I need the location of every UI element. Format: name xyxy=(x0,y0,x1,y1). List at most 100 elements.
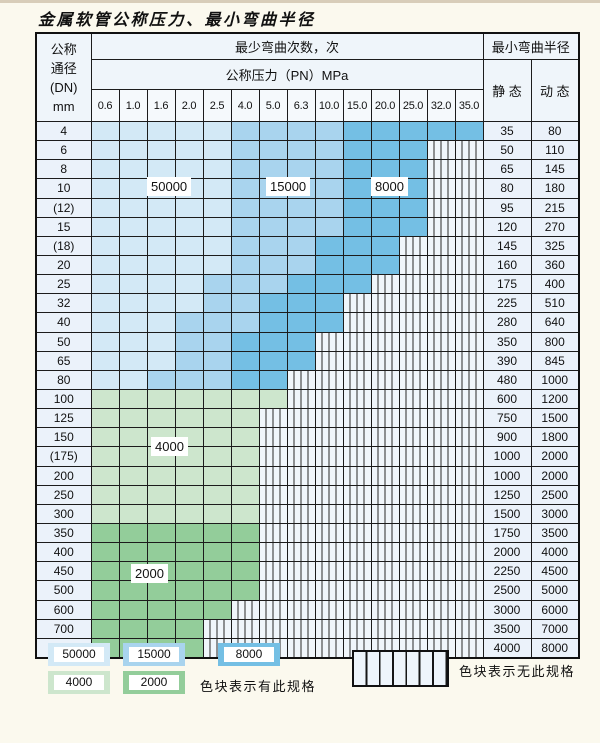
legend-swatch-label: 4000 xyxy=(54,675,104,690)
spec-cell xyxy=(286,235,316,256)
no-spec-cell xyxy=(314,580,344,601)
spec-cell xyxy=(370,216,400,237)
spec-cell xyxy=(230,369,260,390)
no-spec-cell xyxy=(454,178,484,199)
spec-cell xyxy=(146,350,176,371)
spec-cell xyxy=(90,408,120,429)
no-spec-cell xyxy=(314,599,344,620)
spec-cell xyxy=(230,427,260,448)
static-value-cell: 2250 xyxy=(482,561,532,582)
spec-cell xyxy=(90,254,120,276)
no-spec-cell xyxy=(426,542,456,563)
no-spec-cell xyxy=(398,542,428,563)
no-spec-cell xyxy=(398,446,428,467)
spec-cell xyxy=(314,254,344,276)
no-spec-cell xyxy=(426,618,456,639)
no-spec-cell xyxy=(342,561,372,582)
spec-cell xyxy=(90,331,120,352)
spec-cell xyxy=(202,293,232,314)
spec-cell xyxy=(90,580,120,601)
spec-cell xyxy=(118,197,148,218)
dynamic-value-cell: 2000 xyxy=(530,446,580,467)
no-spec-cell xyxy=(426,503,456,524)
no-spec-cell xyxy=(370,503,400,524)
no-spec-cell xyxy=(454,331,484,352)
zone-label: 15000 xyxy=(266,177,311,196)
dynamic-value-cell: 4000 xyxy=(530,542,580,563)
no-spec-cell xyxy=(286,599,316,620)
no-spec-cell xyxy=(454,637,484,659)
spec-cell xyxy=(146,140,176,161)
spec-cell xyxy=(258,331,288,352)
spec-cell xyxy=(230,331,260,352)
spec-cell xyxy=(118,369,148,390)
legend-unavailable-note: 色块表示无此规格 xyxy=(459,664,576,679)
spec-cell xyxy=(174,120,204,142)
no-spec-cell xyxy=(370,599,400,620)
no-spec-cell xyxy=(286,446,316,467)
radius-header: 最小弯曲半径 xyxy=(482,32,580,60)
no-spec-cell xyxy=(454,140,484,161)
spec-cell xyxy=(202,561,232,582)
no-spec-cell xyxy=(398,522,428,544)
no-spec-cell xyxy=(454,446,484,467)
spec-cell xyxy=(230,465,260,486)
static-value-cell: 3500 xyxy=(482,618,532,639)
spec-cell xyxy=(146,618,176,639)
no-spec-cell xyxy=(398,350,428,371)
spec-cell xyxy=(230,503,260,524)
spec-cell xyxy=(286,350,316,371)
no-spec-cell xyxy=(314,331,344,352)
no-spec-cell xyxy=(286,522,316,544)
spec-cell xyxy=(202,369,232,390)
spec-cell xyxy=(230,293,260,314)
dynamic-value-cell: 845 xyxy=(530,350,580,371)
spec-cell xyxy=(90,446,120,467)
spec-cell xyxy=(146,216,176,237)
static-value-cell: 390 xyxy=(482,350,532,371)
spec-cell xyxy=(202,331,232,352)
spec-cell xyxy=(174,408,204,429)
spec-cell xyxy=(146,599,176,620)
zone-label: 4000 xyxy=(151,437,188,456)
spec-cell xyxy=(202,312,232,333)
no-spec-cell xyxy=(398,484,428,505)
no-spec-cell xyxy=(286,580,316,601)
spec-cell xyxy=(202,484,232,505)
spec-cell xyxy=(258,350,288,371)
spec-cell xyxy=(230,446,260,467)
no-spec-cell xyxy=(454,542,484,563)
dynamic-value-cell: 2500 xyxy=(530,484,580,505)
no-spec-cell xyxy=(286,388,316,410)
spec-cell xyxy=(202,427,232,448)
pressure-col-header: 25.0 xyxy=(398,89,428,122)
no-spec-cell xyxy=(454,159,484,180)
dynamic-value-cell: 270 xyxy=(530,216,580,237)
pressure-header: 公称压力（PN）MPa xyxy=(90,59,484,90)
spec-cell xyxy=(90,159,120,180)
no-spec-cell xyxy=(370,446,400,467)
spec-cell xyxy=(118,446,148,467)
no-spec-cell xyxy=(258,484,288,505)
no-spec-cell xyxy=(426,388,456,410)
spec-cell xyxy=(90,312,120,333)
spec-cell xyxy=(118,120,148,142)
dn-cell: 25 xyxy=(35,274,92,295)
dynamic-value-cell: 3000 xyxy=(530,503,580,524)
no-spec-cell xyxy=(314,427,344,448)
spec-cell xyxy=(118,599,148,620)
static-value-cell: 35 xyxy=(482,120,532,142)
spec-cell xyxy=(90,427,120,448)
no-spec-cell xyxy=(342,331,372,352)
dn-cell: 6 xyxy=(35,140,92,161)
dn-cell: 10 xyxy=(35,178,92,199)
no-spec-cell xyxy=(426,522,456,544)
dynamic-value-cell: 1800 xyxy=(530,427,580,448)
no-spec-cell xyxy=(454,350,484,371)
no-spec-cell xyxy=(398,408,428,429)
spec-cell xyxy=(398,159,428,180)
no-spec-cell xyxy=(426,465,456,486)
no-spec-cell xyxy=(398,503,428,524)
static-value-cell: 95 xyxy=(482,197,532,218)
spec-cell xyxy=(118,293,148,314)
